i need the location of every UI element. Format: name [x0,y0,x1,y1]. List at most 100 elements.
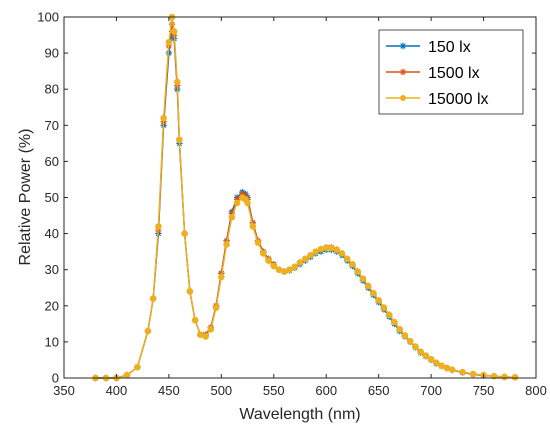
data-point [317,245,325,253]
data-point [165,38,173,46]
data-point [233,199,241,207]
data-point [207,325,215,333]
data-point [134,363,141,371]
series-15000-lx [92,13,519,382]
data-point [406,337,414,345]
data-point [286,266,293,274]
y-tick-label: 80 [45,82,59,97]
legend-label: 15000 lx [428,91,489,108]
data-point [354,268,361,275]
data-point [155,223,162,230]
data-point [422,352,430,359]
data-point [307,251,314,259]
y-tick-label: 40 [45,226,59,241]
data-point [173,78,181,86]
data-point [301,255,309,263]
x-axis: 350 400 450 500 550 600 650 700 750 800 [53,17,547,398]
data-point [168,21,176,28]
legend-label: 150 lx [428,39,471,56]
data-point [233,196,241,203]
data-point [176,136,183,144]
data-point [249,223,257,230]
x-tick-label: 450 [158,383,180,398]
legend: 150 lx 1500 lx 15000 lx [378,29,524,115]
data-point [359,275,367,283]
y-axis-label: Relative Power (%) [17,129,34,266]
data-point [239,190,246,198]
data-point [228,214,236,221]
data-point [349,260,356,268]
legend-label: 1500 lx [428,65,480,82]
x-tick-label: 700 [420,383,442,398]
legend-marker [399,68,407,76]
data-point [202,333,209,340]
data-point [501,373,508,381]
data-point [370,289,377,297]
data-point [343,255,351,263]
x-tick-label: 400 [106,383,128,398]
data-point [244,199,251,207]
data-point [191,316,199,324]
legend-marker [399,42,407,50]
data-point [469,370,477,378]
data-point [254,239,262,246]
y-tick-label: 30 [45,262,59,277]
data-point [291,263,299,271]
data-point [223,241,230,248]
x-tick-label: 600 [315,383,337,398]
y-tick-label: 50 [45,190,59,205]
data-point [212,304,220,311]
y-axis: 0 10 20 30 40 50 60 70 80 90 100 [37,10,536,386]
y-tick-label: 10 [45,334,59,349]
data-point [123,371,131,379]
data-point [249,219,256,226]
x-tick-label: 650 [368,383,390,398]
legend-entry: 1500 lx [386,65,480,82]
data-point [401,332,409,339]
legend-entry: 15000 lx [386,91,489,108]
data-point [448,366,456,373]
x-tick-label: 350 [53,383,75,398]
data-point [338,250,346,257]
legend-entry: 150 lx [386,39,471,56]
data-point [412,343,419,350]
data-point [170,28,178,35]
data-point [160,114,167,122]
series-layer [92,13,519,382]
y-tick-label: 70 [45,118,59,133]
x-axis-label: Wavelength (nm) [239,406,360,423]
y-tick-label: 20 [45,298,59,313]
data-point [242,192,249,199]
data-point [385,311,393,319]
x-tick-label: 500 [210,383,232,398]
x-tick-label: 550 [263,383,285,398]
y-tick-label: 60 [45,154,59,169]
x-tick-label: 800 [525,383,547,398]
data-point [511,373,519,381]
data-point [296,259,304,266]
data-point [149,295,157,302]
data-point [270,262,278,270]
data-point [427,355,435,363]
data-point [391,318,398,326]
data-point [333,246,341,254]
data-point [375,297,382,304]
data-point [433,359,440,367]
data-point [396,325,403,333]
y-tick-label: 90 [45,46,59,61]
data-point [218,273,225,281]
data-point [144,327,152,335]
data-point [259,250,267,257]
legend-marker [400,95,406,101]
data-point [417,348,424,355]
data-point [265,257,272,264]
data-point [228,210,236,217]
y-tick-label: 100 [37,10,59,25]
data-point [312,248,320,255]
x-tick-label: 750 [473,383,495,398]
y-tick-label: 0 [52,371,59,386]
data-point [181,230,188,237]
data-point [459,368,466,376]
data-point [364,282,372,290]
